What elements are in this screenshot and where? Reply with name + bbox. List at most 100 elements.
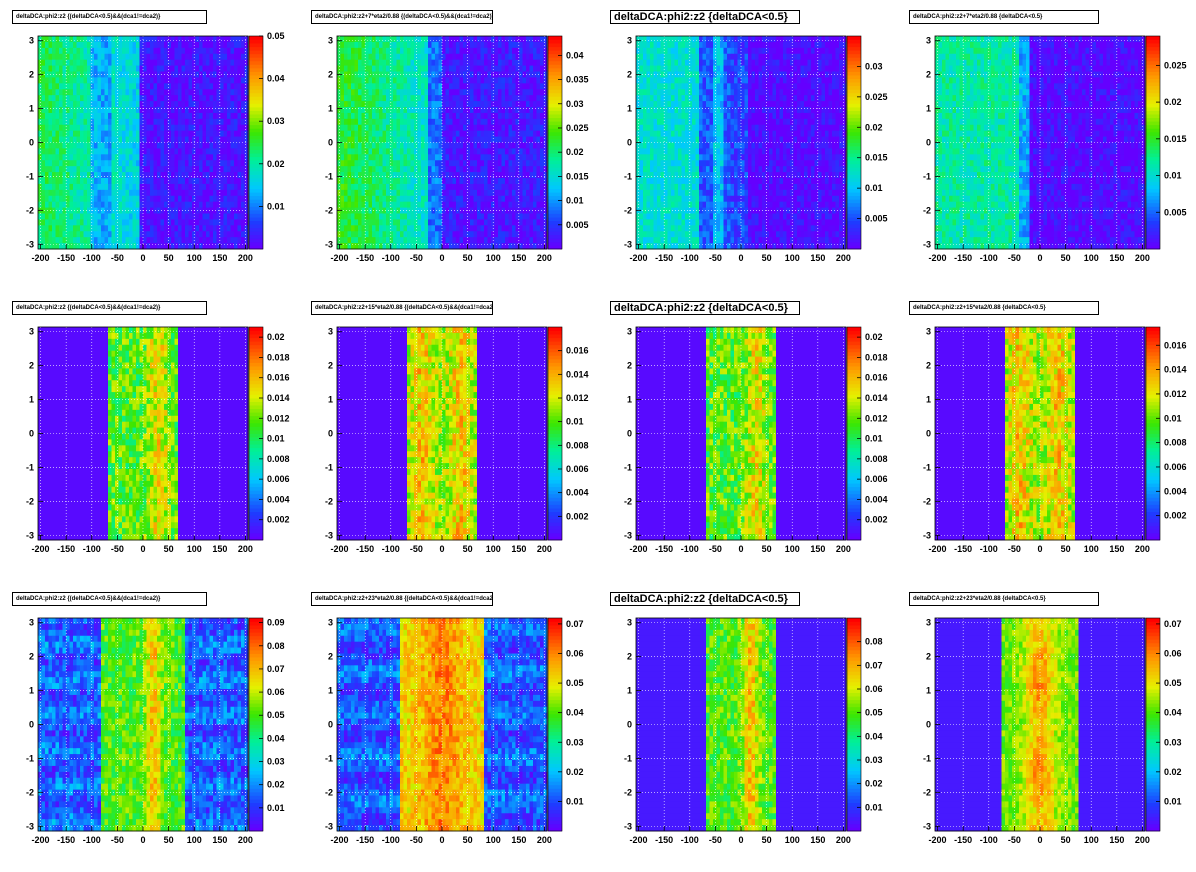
heatmap-cell	[115, 189, 119, 197]
heatmap-cell	[435, 237, 439, 244]
heatmap-cell	[101, 118, 105, 126]
heatmap-cell	[421, 124, 425, 132]
heatmap-cell	[400, 213, 404, 220]
heatmap-cell	[344, 83, 348, 90]
heatmap-cell	[69, 118, 74, 126]
heatmap-cell	[206, 148, 210, 155]
heatmap-cell	[396, 237, 401, 244]
heatmap-cell	[403, 101, 408, 108]
heatmap-cell	[529, 71, 534, 78]
heatmap-cell	[48, 83, 53, 90]
heatmap-cell	[470, 195, 474, 203]
heatmap-cell	[396, 172, 401, 179]
heatmap-cell	[379, 36, 383, 43]
heatmap-cell	[101, 189, 105, 197]
heatmap-cell	[660, 189, 665, 197]
heatmap-cell	[487, 89, 492, 96]
heatmap-cell	[421, 189, 425, 197]
heatmap-cell	[536, 172, 541, 179]
heatmap-cell	[494, 172, 499, 179]
heatmap-cell	[449, 59, 453, 66]
heatmap-cell	[118, 231, 123, 238]
heatmap-cell	[230, 83, 235, 90]
heatmap-cell	[470, 59, 474, 66]
colorbar-segment	[548, 71, 562, 76]
heatmap-cell	[442, 160, 446, 167]
heatmap-cell	[540, 112, 544, 120]
heatmap-cell	[494, 237, 499, 244]
heatmap-cell	[101, 36, 105, 43]
heatmap-cell	[104, 89, 109, 96]
heatmap-cell	[428, 107, 432, 114]
heatmap-cell	[536, 136, 541, 143]
heatmap-cell	[237, 195, 242, 203]
heatmap-cell	[653, 201, 658, 208]
heatmap-cell	[132, 107, 137, 114]
heatmap-cell	[230, 77, 235, 84]
heatmap-cell	[435, 77, 439, 84]
heatmap-cell	[522, 237, 527, 244]
heatmap-cell	[463, 160, 467, 167]
heatmap-cell	[379, 95, 383, 102]
heatmap-cell	[62, 112, 67, 120]
heatmap-cell	[494, 65, 499, 72]
heatmap-cell	[111, 231, 116, 238]
colorbar-segment	[548, 75, 562, 79]
heatmap-cell	[428, 225, 432, 232]
heatmap-cell	[101, 231, 105, 238]
heatmap-cell	[519, 237, 523, 244]
heatmap-cell	[213, 95, 217, 102]
colorbar-segment	[249, 142, 263, 147]
heatmap-cell	[66, 89, 70, 96]
colorbar-segment	[548, 227, 562, 232]
heatmap-cell	[372, 183, 376, 191]
heatmap-cell	[38, 41, 42, 49]
heatmap-cell	[55, 219, 60, 226]
heatmap-cell	[529, 172, 534, 179]
heatmap-cell	[543, 83, 548, 90]
heatmap-cell	[76, 183, 81, 191]
colorbar-segment	[249, 131, 263, 136]
heatmap-cell	[526, 142, 530, 149]
heatmap-cell	[125, 136, 130, 143]
heatmap-cell	[237, 166, 242, 173]
heatmap-cell	[653, 59, 658, 66]
heatmap-cell	[83, 189, 88, 197]
heatmap-cell	[543, 166, 548, 173]
heatmap-cell	[653, 101, 658, 108]
heatmap-cell	[643, 201, 647, 208]
heatmap-cell	[424, 219, 429, 226]
heatmap-cell	[160, 154, 165, 161]
heatmap-cell	[111, 59, 116, 66]
heatmap-cell	[178, 189, 182, 197]
heatmap-cell	[202, 95, 207, 102]
heatmap-cell	[347, 53, 352, 61]
heatmap-cell	[428, 118, 432, 126]
heatmap-cell	[653, 118, 658, 126]
heatmap-cell	[421, 36, 425, 43]
heatmap-cell	[643, 53, 647, 61]
heatmap-cell	[639, 207, 644, 214]
heatmap-cell	[146, 77, 151, 84]
heatmap-cell	[664, 47, 668, 55]
heatmap-cell	[657, 243, 661, 250]
heatmap-cell	[101, 47, 105, 55]
heatmap-cell	[657, 160, 661, 167]
heatmap-cell	[396, 201, 401, 208]
heatmap-cell	[459, 118, 464, 126]
heatmap-cell	[223, 189, 228, 197]
heatmap-cell	[428, 83, 432, 90]
heatmap-cell	[108, 112, 112, 120]
heatmap-cell	[473, 160, 478, 167]
heatmap-cell	[470, 172, 474, 179]
heatmap-cell	[512, 124, 516, 132]
heatmap-cell	[174, 237, 179, 244]
heatmap-cell	[660, 207, 665, 214]
heatmap-cell	[188, 178, 193, 185]
colorbar-segment	[548, 170, 562, 175]
heatmap-cell	[178, 201, 182, 208]
heatmap-cell	[540, 53, 544, 61]
heatmap-cell	[178, 207, 182, 214]
heatmap-cell	[59, 107, 63, 114]
heatmap-cell	[83, 213, 88, 220]
